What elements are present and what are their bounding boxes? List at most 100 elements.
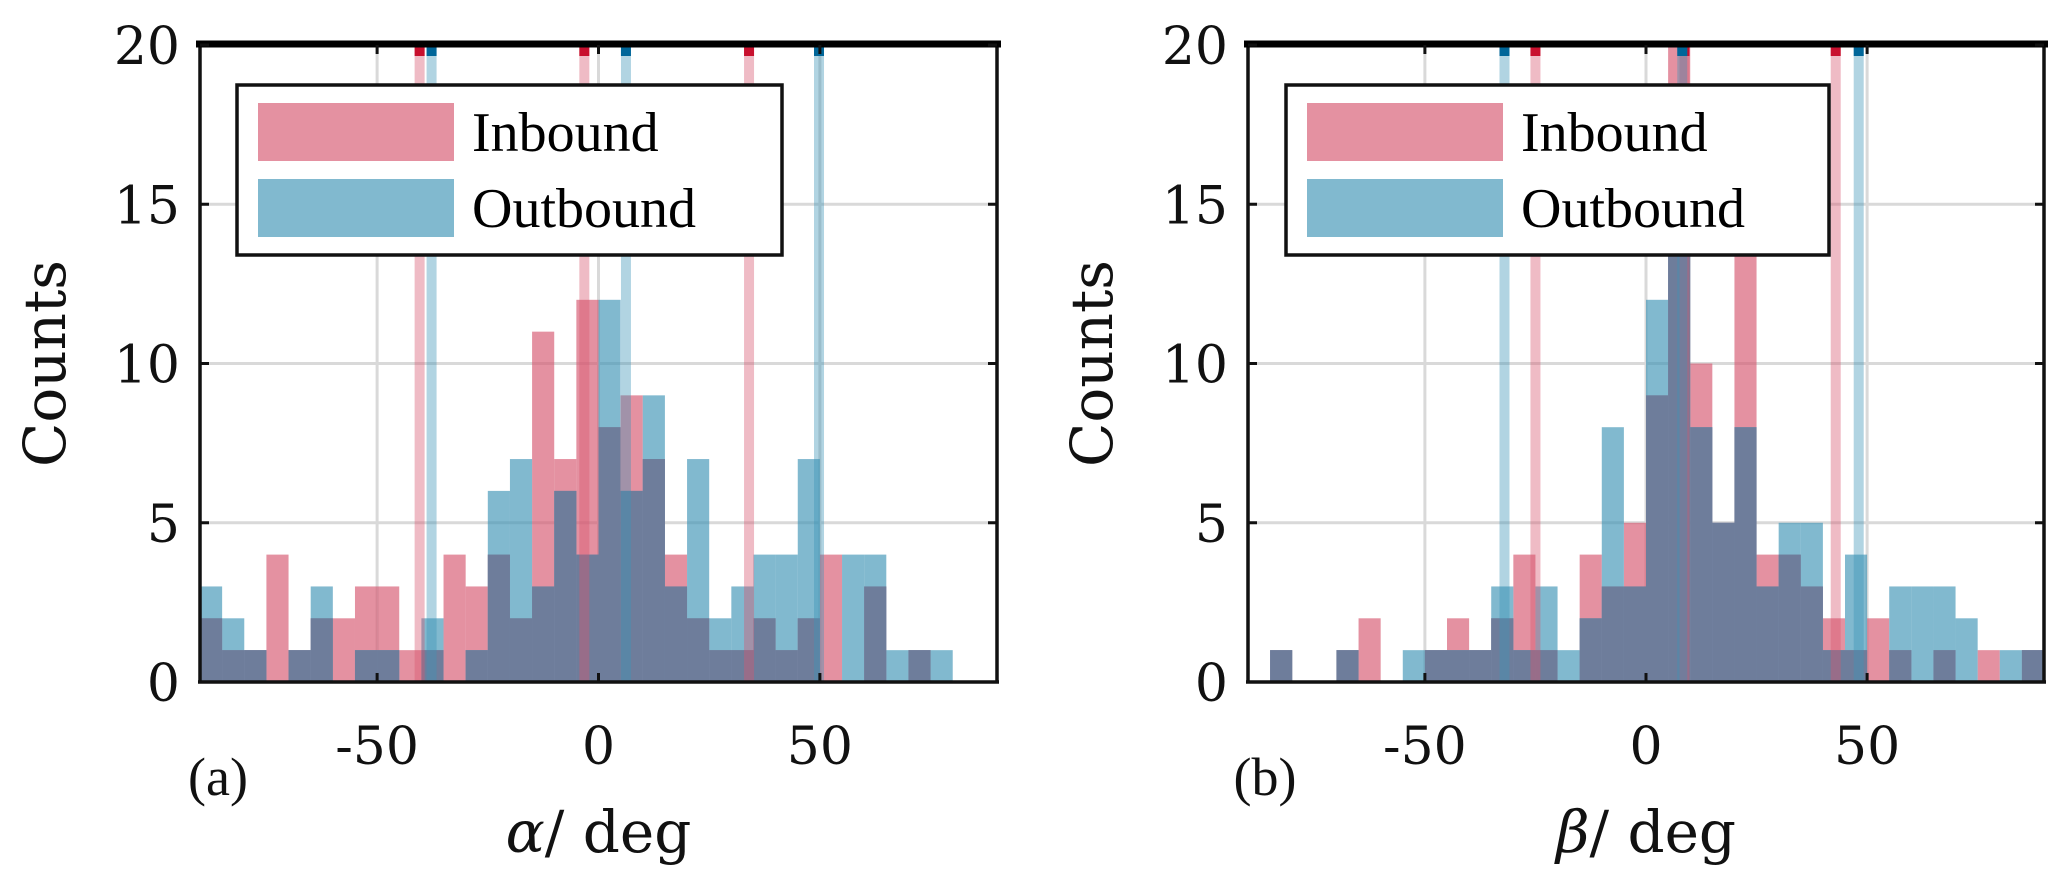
overlap-bar — [487, 554, 510, 682]
y-tick-label: 0 — [147, 654, 180, 714]
outbound-bar — [1999, 650, 2022, 682]
overlap-bar — [731, 650, 754, 682]
legend-swatch-outbound — [258, 179, 454, 237]
outbound-marker-cap — [1677, 47, 1688, 56]
overlap-bar — [709, 650, 732, 682]
inbound-marker-line — [1679, 45, 1690, 682]
outbound-bar — [1557, 650, 1580, 682]
outbound-bars — [200, 299, 953, 682]
overlap-bar — [687, 618, 710, 682]
overlap-bar — [1734, 427, 1757, 682]
outbound-marker-line — [620, 45, 631, 682]
x-tick-label: 0 — [582, 717, 615, 777]
x-axis-label: α/ deg — [506, 798, 692, 866]
panel-label: (a) — [188, 747, 248, 807]
overlap-bar — [1933, 650, 1956, 682]
overlap-bar — [598, 427, 621, 682]
legend-label-outbound: Outbound — [1521, 178, 1745, 240]
overlap-bar — [620, 490, 643, 682]
overlap-bar — [1270, 650, 1293, 682]
inbound-bar — [399, 650, 422, 682]
inbound-bar — [332, 618, 355, 682]
x-tick-label: -50 — [1383, 717, 1467, 777]
legend: Inbound Outbound — [1284, 83, 1831, 257]
overlap-bar — [288, 650, 311, 682]
inbound-marker-cap — [579, 47, 590, 56]
y-axis-label: Counts — [11, 260, 79, 467]
outbound-bar — [842, 554, 865, 682]
inbound-bar — [1867, 618, 1890, 682]
outbound-bar — [930, 650, 953, 682]
x-axis-symbol: α — [506, 798, 545, 866]
overlap-bar — [642, 459, 665, 682]
inbound-bar — [443, 554, 466, 682]
marker-lines — [1499, 45, 1864, 682]
overlap-bar — [1447, 650, 1470, 682]
overlap-bar — [1889, 650, 1912, 682]
inbound-marker-line — [1530, 45, 1541, 682]
overlap-bar — [664, 586, 688, 682]
overlap-bar — [1469, 650, 1492, 682]
y-tick-label: 20 — [1162, 17, 1228, 77]
panel-label: (b) — [1234, 747, 1297, 807]
x-tick-label: 50 — [787, 717, 853, 777]
y-tick-label: 0 — [1195, 654, 1228, 714]
overlap-bar — [554, 490, 577, 682]
overlap-bar — [775, 650, 798, 682]
overlap-bar — [200, 618, 223, 682]
outbound-marker-cap — [620, 47, 631, 56]
legend: Inbound Outbound — [235, 83, 784, 257]
overlap-bar — [1800, 586, 1823, 682]
overlap-bar — [753, 618, 776, 682]
legend-label-inbound: Inbound — [472, 102, 659, 164]
overlap-bar — [354, 650, 378, 682]
inbound-marker-cap — [1530, 47, 1541, 56]
overlap-bar — [1336, 650, 1359, 682]
overlap-bar — [864, 586, 887, 682]
overlap-bar — [532, 586, 555, 682]
outbound-bar — [1911, 586, 1934, 682]
inbound-marker-line — [414, 45, 425, 682]
outbound-marker-line — [1677, 45, 1688, 682]
outbound-bar — [1402, 650, 1425, 682]
axes-frame — [1244, 40, 2048, 684]
overlap-bar — [576, 554, 599, 682]
overlap-bar — [908, 650, 931, 682]
overlap-bar — [509, 618, 533, 682]
inbound-bar — [266, 554, 289, 682]
x-axis-symbol: β — [1554, 798, 1590, 866]
overlap-bar — [1491, 618, 1514, 682]
outbound-marker-line — [1853, 45, 1864, 682]
overlap-bar — [1623, 586, 1646, 682]
x-axis-unit: / deg — [1589, 798, 1736, 866]
overlap-bar — [1756, 586, 1779, 682]
y-tick-label: 5 — [1195, 495, 1228, 555]
overlap-bar — [2021, 650, 2044, 682]
axes-frame — [196, 40, 1001, 684]
inbound-bar — [1977, 650, 2000, 682]
inbound-marker-line — [1830, 45, 1841, 682]
inbound-marker-line — [579, 45, 590, 682]
overlap-bar — [1778, 554, 1801, 682]
legend-swatch-outbound — [1307, 179, 1503, 237]
overlap-bar — [1535, 650, 1558, 682]
overlap-bar — [1822, 650, 1845, 682]
y-tick-label: 10 — [1162, 336, 1228, 396]
outbound-bars — [1270, 236, 2044, 682]
overlap-bar — [310, 618, 333, 682]
overlap-bar — [1513, 650, 1536, 682]
overlap-bar — [1579, 618, 1602, 682]
legend-swatch-inbound — [258, 103, 454, 161]
tick-labels: -50 0 50 0 5 10 15 20 — [1162, 17, 1900, 777]
y-tick-label: 20 — [114, 17, 180, 77]
y-tick-label: 10 — [114, 336, 180, 396]
overlap-bar — [1690, 427, 1713, 682]
overlap-bar — [465, 650, 488, 682]
overlap-bar — [1668, 236, 1691, 682]
overlap-bar — [244, 650, 267, 682]
outbound-marker-cap — [426, 47, 437, 56]
outbound-marker-line — [1499, 45, 1510, 682]
overlap-bar — [1845, 650, 1868, 682]
overlap-bar — [222, 650, 245, 682]
